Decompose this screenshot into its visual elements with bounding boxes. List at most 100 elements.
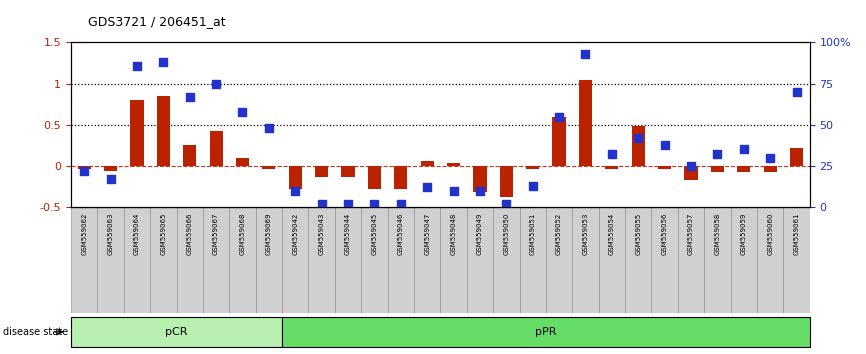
Point [763, 155, 777, 161]
Text: GSM559062: GSM559062 [81, 212, 87, 255]
Bar [764, 166, 777, 172]
Bar [341, 166, 354, 177]
FancyBboxPatch shape [229, 207, 255, 313]
Bar [236, 158, 249, 166]
Text: GSM559061: GSM559061 [793, 212, 799, 255]
Text: GSM559060: GSM559060 [767, 212, 773, 255]
Point [473, 188, 487, 193]
Text: GSM559042: GSM559042 [292, 212, 298, 255]
Bar [658, 166, 671, 169]
Text: GSM559044: GSM559044 [345, 212, 351, 255]
Text: GSM559053: GSM559053 [583, 212, 589, 255]
Point [130, 63, 144, 68]
Text: GSM559065: GSM559065 [160, 212, 166, 255]
Bar [553, 116, 565, 166]
Bar [578, 80, 592, 166]
Text: GSM559063: GSM559063 [107, 212, 113, 255]
FancyBboxPatch shape [467, 207, 493, 313]
Bar [421, 161, 434, 166]
Text: GSM559057: GSM559057 [688, 212, 694, 255]
Text: GSM559047: GSM559047 [424, 212, 430, 255]
FancyBboxPatch shape [97, 207, 124, 313]
FancyBboxPatch shape [414, 207, 440, 313]
Text: GSM559059: GSM559059 [740, 212, 746, 255]
Point [710, 152, 724, 157]
Bar [78, 166, 91, 169]
Bar [790, 148, 803, 166]
FancyBboxPatch shape [282, 207, 308, 313]
Point [605, 152, 619, 157]
Bar [104, 166, 117, 171]
Bar [737, 166, 750, 172]
FancyBboxPatch shape [71, 207, 97, 313]
Text: pCR: pCR [165, 327, 188, 337]
FancyBboxPatch shape [150, 207, 177, 313]
FancyBboxPatch shape [440, 207, 467, 313]
Point [420, 184, 434, 190]
FancyBboxPatch shape [598, 207, 625, 313]
Bar [711, 166, 724, 172]
FancyBboxPatch shape [335, 207, 361, 313]
Point [790, 89, 804, 95]
Point [526, 183, 540, 189]
FancyBboxPatch shape [572, 207, 598, 313]
FancyBboxPatch shape [757, 207, 784, 313]
Bar [131, 100, 144, 166]
FancyBboxPatch shape [388, 207, 414, 313]
Point [657, 142, 671, 147]
Text: GSM559054: GSM559054 [609, 212, 615, 255]
FancyBboxPatch shape [255, 207, 282, 313]
Point [183, 94, 197, 99]
Text: GSM559069: GSM559069 [266, 212, 272, 255]
Text: GDS3721 / 206451_at: GDS3721 / 206451_at [88, 15, 226, 28]
Bar [183, 145, 197, 166]
Point [77, 168, 91, 174]
Text: GSM559049: GSM559049 [477, 212, 483, 255]
Text: GSM559050: GSM559050 [503, 212, 509, 255]
Text: GSM559051: GSM559051 [530, 212, 536, 255]
Point [236, 109, 249, 114]
Text: GSM559067: GSM559067 [213, 212, 219, 255]
Bar [605, 166, 618, 169]
Bar [447, 162, 460, 166]
Bar [527, 166, 540, 169]
Point [262, 125, 275, 131]
FancyBboxPatch shape [784, 207, 810, 313]
Point [447, 188, 461, 193]
Bar [210, 131, 223, 166]
Point [314, 201, 328, 207]
Text: pPR: pPR [535, 327, 557, 337]
Point [394, 201, 408, 207]
FancyBboxPatch shape [625, 207, 651, 313]
Bar [315, 166, 328, 177]
Point [631, 135, 645, 141]
Bar [288, 166, 302, 189]
Text: disease state: disease state [3, 327, 68, 337]
Text: GSM559058: GSM559058 [714, 212, 721, 255]
Point [104, 176, 118, 182]
FancyBboxPatch shape [546, 207, 572, 313]
Point [288, 188, 302, 193]
FancyBboxPatch shape [493, 207, 520, 313]
FancyBboxPatch shape [124, 207, 150, 313]
Point [553, 114, 566, 119]
Text: GSM559068: GSM559068 [240, 212, 245, 255]
FancyBboxPatch shape [704, 207, 731, 313]
FancyBboxPatch shape [651, 207, 678, 313]
Text: GSM559064: GSM559064 [134, 212, 140, 255]
FancyBboxPatch shape [177, 207, 203, 313]
Point [367, 201, 381, 207]
Text: GSM559055: GSM559055 [636, 212, 641, 255]
FancyBboxPatch shape [361, 207, 388, 313]
Bar [368, 166, 381, 189]
Point [157, 59, 171, 65]
Text: GSM559066: GSM559066 [187, 212, 193, 255]
Text: GSM559048: GSM559048 [450, 212, 456, 255]
Bar [262, 166, 275, 169]
FancyBboxPatch shape [520, 207, 546, 313]
Text: GSM559056: GSM559056 [662, 212, 668, 255]
Point [578, 51, 592, 57]
FancyBboxPatch shape [731, 207, 757, 313]
Bar [631, 126, 645, 166]
Bar [474, 166, 487, 192]
